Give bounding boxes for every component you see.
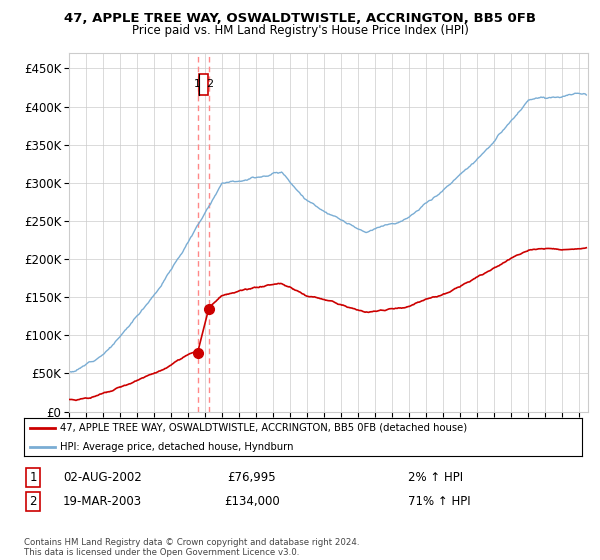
Text: 19-MAR-2003: 19-MAR-2003	[63, 494, 142, 508]
Text: Price paid vs. HM Land Registry's House Price Index (HPI): Price paid vs. HM Land Registry's House …	[131, 24, 469, 37]
Text: 2% ↑ HPI: 2% ↑ HPI	[408, 471, 463, 484]
FancyBboxPatch shape	[199, 74, 208, 95]
Text: 71% ↑ HPI: 71% ↑ HPI	[408, 494, 470, 508]
Text: 47, APPLE TREE WAY, OSWALDTWISTLE, ACCRINGTON, BB5 0FB: 47, APPLE TREE WAY, OSWALDTWISTLE, ACCRI…	[64, 12, 536, 25]
Text: £134,000: £134,000	[224, 494, 280, 508]
Text: Contains HM Land Registry data © Crown copyright and database right 2024.
This d: Contains HM Land Registry data © Crown c…	[24, 538, 359, 557]
Text: HPI: Average price, detached house, Hyndburn: HPI: Average price, detached house, Hynd…	[60, 442, 294, 452]
Text: 2: 2	[29, 494, 37, 508]
Text: 47, APPLE TREE WAY, OSWALDTWISTLE, ACCRINGTON, BB5 0FB (detached house): 47, APPLE TREE WAY, OSWALDTWISTLE, ACCRI…	[60, 423, 467, 433]
Text: 2: 2	[206, 80, 213, 90]
Text: £76,995: £76,995	[227, 471, 277, 484]
Text: 1: 1	[29, 471, 37, 484]
Text: 1: 1	[194, 80, 201, 90]
Text: 02-AUG-2002: 02-AUG-2002	[63, 471, 142, 484]
